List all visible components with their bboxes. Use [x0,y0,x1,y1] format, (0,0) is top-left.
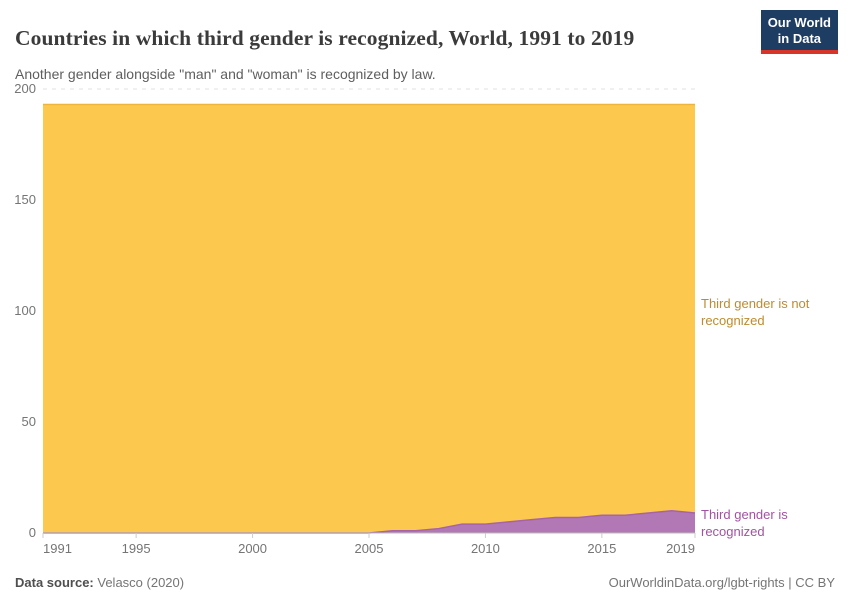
chart-footer: Data source: Velasco (2020) OurWorldinDa… [0,575,850,590]
area-recognized [43,510,695,533]
series-label-not-recognized: Third gender is not recognized [701,296,810,328]
owid-logo[interactable]: Our World in Data [760,10,838,55]
owid-logo-line1: Our World [767,15,831,30]
data-source-value: Velasco (2020) [97,575,185,590]
page-title: Countries in which third gender is recog… [15,26,635,51]
area-not-recognized [43,104,695,533]
page-subtitle: Another gender alongside "man" and "woma… [15,66,436,82]
data-source-label: Data source: [15,575,94,590]
owid-credit-link[interactable]: OurWorldinData.org/lgbt-rights | CC BY [608,575,835,590]
series-label-recognized: Third gender is recognized [701,507,788,539]
owid-logo-line2: in Data [777,30,822,46]
data-source: Data source: Velasco (2020) [15,575,184,590]
